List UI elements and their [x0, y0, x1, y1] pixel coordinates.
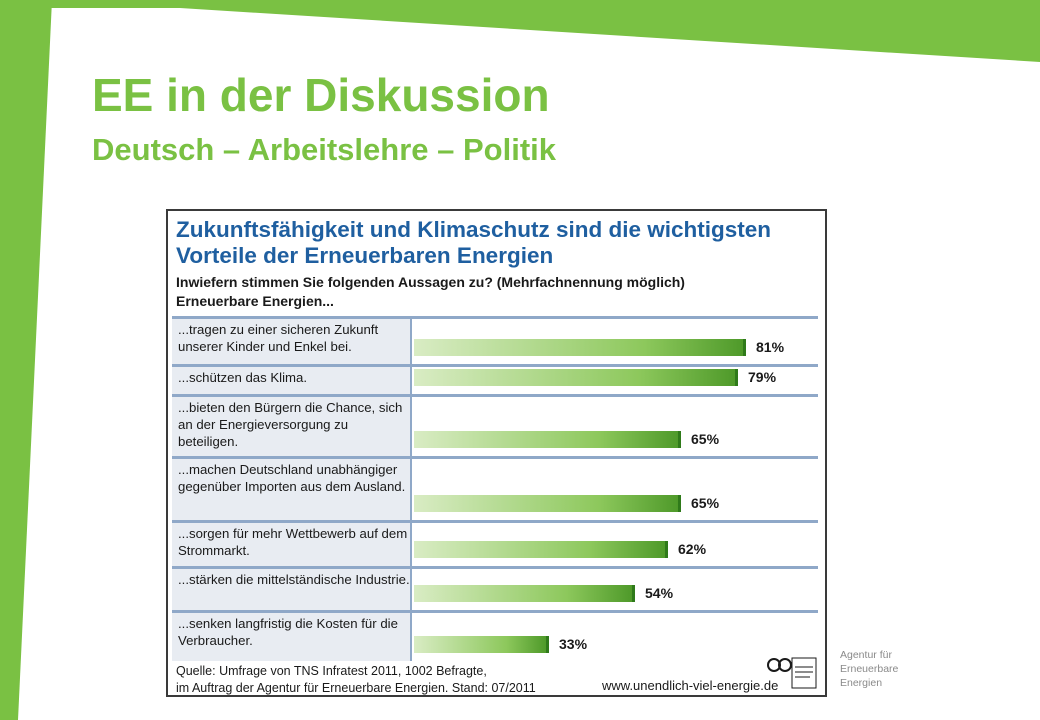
infographic-title: Zukunftsfähigkeit und Klimaschutz sind d… — [176, 217, 772, 268]
row-divider — [410, 569, 412, 610]
bar — [414, 585, 635, 602]
category-label: ...sorgen für mehr Wettbewerb auf dem St… — [178, 526, 408, 558]
survey-intro: Erneuerbare Energien... — [176, 293, 334, 309]
source-note: Quelle: Umfrage von TNS Infratest 2011, … — [176, 663, 536, 695]
agency-side-note: Agentur für Erneuerbare Energien — [840, 649, 899, 689]
chart-row: ...bieten den Bürgern die Chance, sich a… — [172, 394, 818, 456]
row-divider — [410, 397, 412, 456]
bar — [414, 495, 681, 512]
bar-value-label: 54% — [645, 585, 674, 601]
slide-subtitle: Deutsch – Arbeitslehre – Politik — [92, 132, 557, 167]
chart-row: ...sorgen für mehr Wettbewerb auf dem St… — [172, 520, 818, 566]
bar-value-label: 62% — [678, 541, 707, 557]
row-divider — [410, 319, 412, 364]
row-separator — [172, 394, 818, 397]
row-separator — [172, 456, 818, 459]
bar-value-label: 81% — [756, 339, 785, 355]
bar-chart-area: ...tragen zu einer sicheren Zukunft unse… — [172, 316, 818, 661]
row-divider — [410, 459, 412, 520]
category-label: ...schützen das Klima. — [178, 370, 308, 385]
row-divider — [410, 613, 412, 661]
chart-row: ...tragen zu einer sicheren Zukunft unse… — [172, 316, 818, 364]
row-separator — [172, 316, 818, 319]
bar-value-label: 79% — [748, 369, 777, 385]
bar — [414, 369, 738, 386]
agency-logo-icon — [767, 657, 817, 689]
source-line-2: im Auftrag der Agentur für Erneuerbare E… — [176, 681, 536, 695]
bar — [414, 431, 681, 448]
source-line-1: Quelle: Umfrage von TNS Infratest 2011, … — [176, 664, 487, 678]
bar — [414, 541, 668, 558]
slide-title: EE in der Diskussion — [92, 69, 550, 121]
bar-value-label: 33% — [559, 636, 588, 652]
chart-row: ...senken langfristig die Kosten für die… — [172, 610, 818, 661]
bar-value-label: 65% — [691, 495, 720, 511]
bar — [414, 636, 549, 653]
row-divider — [410, 367, 412, 394]
row-separator — [172, 566, 818, 569]
chart-row: ...stärken die mittelständische Industri… — [172, 566, 818, 610]
category-label: ...tragen zu einer sicheren Zukunft unse… — [178, 322, 379, 354]
left-green-banner — [0, 0, 52, 720]
category-label: ...bieten den Bürgern die Chance, sich a… — [178, 400, 403, 449]
chart-row: ...schützen das Klima. 79% — [172, 364, 818, 394]
survey-infographic: Zukunftsfähigkeit und Klimaschutz sind d… — [166, 209, 827, 697]
infographic-question-block: Inwiefern stimmen Sie folgenden Aussagen… — [176, 273, 685, 311]
category-label: ...stärken die mittelständische Industri… — [178, 572, 410, 587]
row-separator — [172, 610, 818, 613]
row-separator — [172, 364, 818, 367]
bar — [414, 339, 746, 356]
chart-row: ...machen Deutschland unabhängiger gegen… — [172, 456, 818, 520]
source-url: www.unendlich-viel-energie.de — [602, 678, 779, 693]
row-separator — [172, 520, 818, 523]
category-label: ...senken langfristig die Kosten für die… — [178, 616, 398, 648]
category-label: ...machen Deutschland unabhängiger gegen… — [178, 462, 406, 494]
survey-question: Inwiefern stimmen Sie folgenden Aussagen… — [176, 274, 685, 290]
row-divider — [410, 523, 412, 566]
bar-value-label: 65% — [691, 431, 720, 447]
top-green-banner — [0, 0, 1040, 62]
